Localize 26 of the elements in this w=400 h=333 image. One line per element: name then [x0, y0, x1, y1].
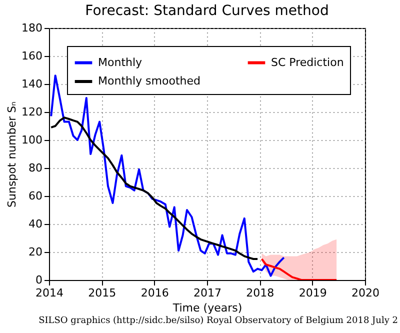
legend-label: SC Prediction — [271, 56, 344, 69]
x-tick-label: 2015 — [88, 286, 116, 300]
y-axis-title: Sunspot number Sₙ — [6, 102, 19, 208]
text: SILSO graphics (http://sidc.be/silso) Royal Observatory of Belgium 2018 July 2 — [38, 316, 398, 326]
y-tick-label: 40 — [28, 218, 42, 230]
y-tick-label: 0 — [36, 274, 42, 286]
y-tick-label: 140 — [22, 78, 42, 90]
y-tick-label: 160 — [22, 50, 42, 62]
y-tick-label: 60 — [28, 190, 42, 202]
x-tick-label: 2018 — [246, 286, 274, 300]
y-tick-label: 100 — [22, 134, 42, 146]
line-series — [50, 74, 285, 277]
x-tick-label: 2017 — [194, 286, 222, 300]
line-series — [260, 258, 338, 280]
legend-label: Monthly smoothed — [98, 74, 200, 88]
y-tick-label: 180 — [22, 22, 42, 34]
x-tick-label: 2020 — [352, 286, 380, 300]
y-tick-label: 80 — [28, 162, 42, 174]
x-tick-label: 2014 — [36, 286, 64, 300]
x-tick-label: 2019 — [298, 286, 327, 300]
y-tick-label: 120 — [22, 106, 42, 118]
chart-title: Forecast: Standard Curves method — [85, 3, 329, 19]
x-axis-title: Time (years) — [172, 302, 242, 314]
y-tick-label: 20 — [28, 246, 42, 258]
legend-label: Monthly — [98, 56, 143, 69]
x-tick-label: 2016 — [140, 286, 169, 300]
